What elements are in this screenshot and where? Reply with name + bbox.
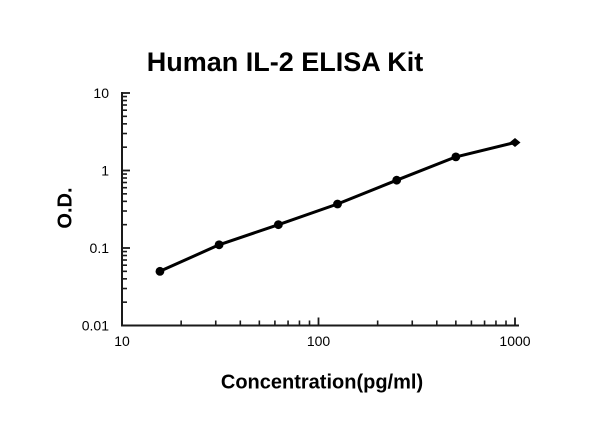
x-tick-label: 1000 <box>499 333 530 349</box>
y-tick-label: 10 <box>93 85 109 101</box>
data-point-marker <box>273 220 283 230</box>
y-tick-label: 0.01 <box>82 318 109 334</box>
x-axis-label: Concentration(pg/ml) <box>220 371 424 394</box>
data-point-marker <box>214 240 224 250</box>
chart-title: Human IL-2 ELISA Kit <box>146 47 424 77</box>
data-point-marker-diamond <box>509 137 521 147</box>
data-point-marker <box>392 175 402 185</box>
x-tick-label: 100 <box>307 333 331 349</box>
y-tick-label: 0.1 <box>90 240 110 256</box>
x-tick-label: 10 <box>114 333 130 349</box>
data-point-marker <box>155 266 165 276</box>
data-point-marker <box>451 152 461 162</box>
data-point-marker <box>333 199 342 209</box>
y-tick-label: 1 <box>101 163 109 179</box>
